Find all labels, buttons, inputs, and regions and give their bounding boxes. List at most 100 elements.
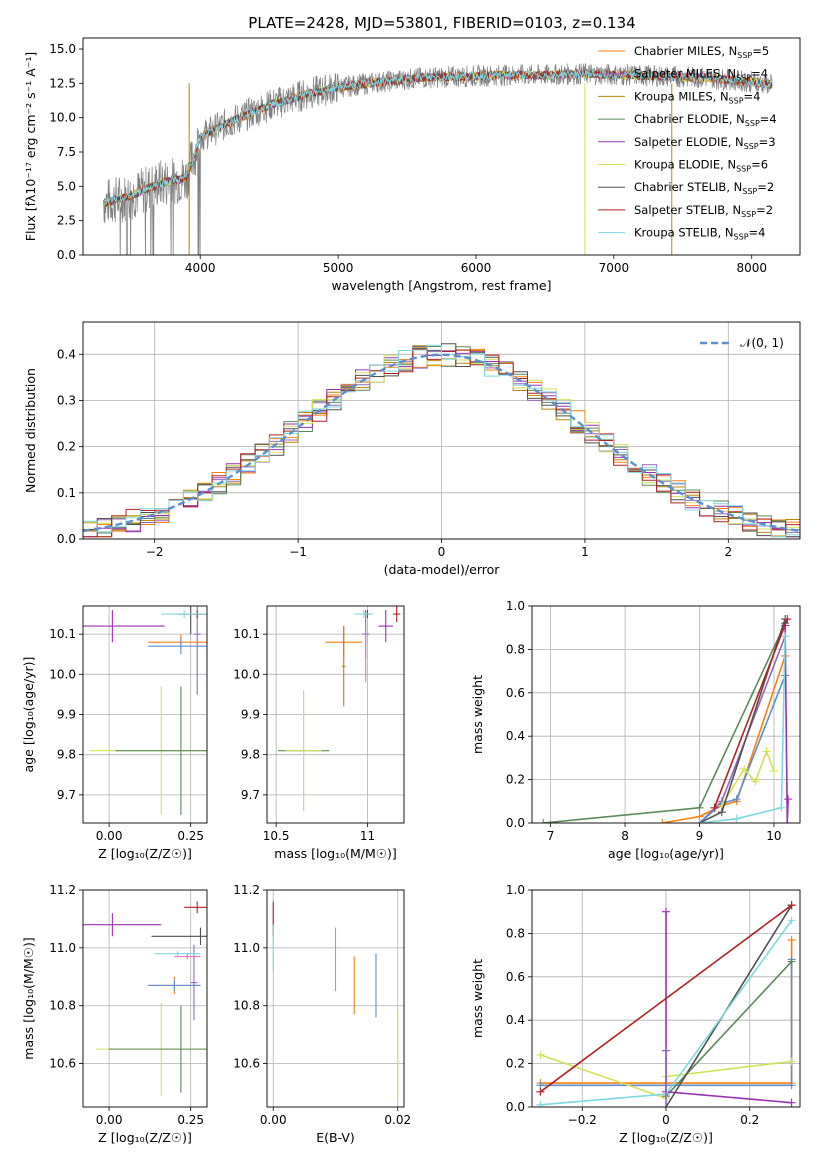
x-tick-label: −1 [289,545,307,559]
y-tick-label: 0.2 [57,440,76,454]
mass-weight-line [698,675,786,823]
legend-label: Salpeter STELIB, NSSP=2 [634,203,773,219]
y-tick-label: 12.5 [49,76,76,90]
x-axis-label: (data-model)/error [384,562,501,577]
residuals-panel: −2 −1 0 1 2 0.0 0.1 0.2 0.3 0.4 (data-model)/error… [23,321,801,577]
legend-subscript: SSP [729,96,744,105]
y-tick-label: 10.0 [49,111,76,125]
mass-weight-marker [787,1081,796,1090]
y-tick-label: 0.6 [506,970,525,984]
y-tick-label: 9.9 [57,708,76,722]
legend-label: Kroupa MILES, NSSP=4 [634,89,760,105]
y-tick-label: 11.2 [49,883,76,897]
y-tick-label: 10.1 [233,627,260,641]
normal-reference-curve [83,353,800,533]
mass-weight-marker [732,795,741,804]
errorbar-point [393,606,401,623]
legend-label: Chabrier STELIB, NSSP=2 [634,180,774,196]
mass-weight-marker [536,1050,545,1059]
x-tick-label: 1 [581,545,589,559]
axes-frame [266,889,405,1108]
y-tick-label: 0.4 [506,1013,525,1027]
legend-label: Chabrier ELODIE, NSSP=4 [634,112,777,128]
residual-histogram [83,344,800,538]
plot-area [272,901,399,1099]
y-tick-label: 9.8 [241,748,260,762]
legend-subscript: SSP [744,142,759,151]
y-tick-label: 0.8 [506,926,525,940]
y-axis-label: mass weight [470,959,485,1038]
y-axis-label: mass [log₁₀(M/M☉)] [21,937,36,1059]
legend-label: Salpeter MILES, NSSP=4 [634,67,768,83]
y-tick-label: 10.6 [233,1057,260,1071]
y-tick-label: 9.7 [241,788,260,802]
legend-subscript: SSP [736,74,751,83]
errorbar-point [285,690,322,811]
mass-weight-marker [787,957,796,966]
errorbar-point [378,610,394,643]
mass-weight-line [543,623,786,823]
y-tick-label: 1.0 [506,883,525,897]
y-tick-label: 15.0 [49,42,76,56]
x-tick-label: 0.25 [177,1113,204,1127]
x-axis-label: Z [log₁₀(Z/Z☉)] [98,1130,192,1145]
mass-weight-marker [783,819,792,823]
y-tick-label: 0.0 [57,248,76,262]
mass-weight-marker [777,803,786,812]
y-tick-label: 9.9 [241,708,260,722]
y-tick-label: 10.1 [49,627,76,641]
legend-label: 𝒩(0, 1) [740,336,784,350]
mass-weight-marker [536,1087,545,1096]
errorbar-point [354,610,373,619]
errorbar-point [115,686,207,815]
y-tick-label: 0.3 [57,393,76,407]
y-tick-label: 10.0 [49,667,76,681]
y-tick-label: 10.8 [49,999,76,1013]
x-tick-label: 0.25 [177,829,204,843]
mass-weight-line [721,749,775,807]
axes-frame [82,605,208,824]
legend-label: Chabrier MILES, NSSP=5 [634,44,769,60]
y-axis-label: mass weight [470,675,485,754]
mass-weight-marker [787,935,796,944]
legend-n: =2 [756,203,773,217]
legend-n: =3 [759,135,776,149]
errorbar-point [184,901,207,914]
x-tick-label: 7 [547,829,555,843]
y-tick-label: 10.0 [233,667,260,681]
plot-area [83,901,207,1096]
y-tick-label: 0.4 [57,347,76,361]
x-tick-label: 6000 [461,261,492,275]
y-tick-label: 10.8 [233,999,260,1013]
x-axis-label: mass [log₁₀(M/M☉)] [274,846,396,861]
errorbar-point [109,1005,207,1093]
legend-n: =4 [751,67,768,81]
legend-label: Salpeter ELODIE, NSSP=3 [634,135,776,151]
errorbar-point [174,953,201,960]
errorbar-point [193,606,201,695]
weight-vs-age-panel: 7 8 9 10 0.0 0.2 0.4 0.6 0.8 1.0 age [log₁₀(age/yr… [470,599,801,861]
x-axis-label: age [log₁₀(age/yr)] [608,846,724,861]
x-tick-label: 10 [766,829,781,843]
mass-weight-marker [787,1057,796,1066]
x-tick-label: 9 [696,829,704,843]
mass-weight-marker [787,916,796,925]
x-tick-label: −2 [146,545,164,559]
x-tick-label: 8000 [736,261,767,275]
mass-weight-marker [658,819,667,823]
mass-weight-marker [732,814,741,823]
axes-frame [266,605,405,824]
y-axis-label: Normed distribution [23,368,38,493]
plot-area [536,901,796,1107]
x-tick-label: 0.02 [384,1113,411,1127]
weight-vs-z-panel: −0.2 0 0.2 0.0 0.2 0.4 0.6 0.8 1.0 Z [log₁₀(Z/Z☉)… [470,883,801,1145]
mass-weight-marker [695,803,704,812]
errorbar-point [161,610,207,619]
y-tick-label: 0.0 [506,816,525,830]
x-tick-label: 0.00 [96,1113,123,1127]
plot-area [83,343,800,538]
x-axis-label: Z [log₁₀(Z/Z☉)] [619,1130,713,1145]
mass-weight-marker [762,747,771,756]
legend-n: =4 [760,112,777,126]
